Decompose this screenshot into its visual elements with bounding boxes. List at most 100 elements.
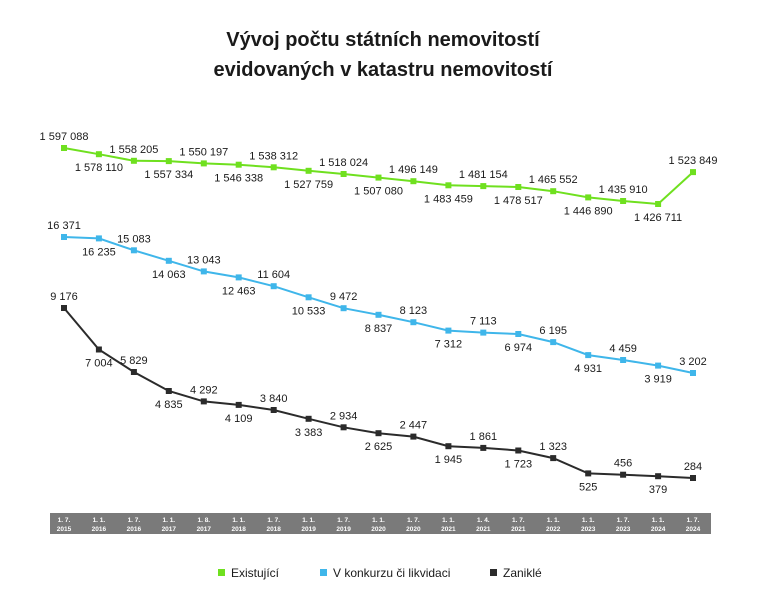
series-2-data-label: 525 [579,481,597,493]
series-1-data-label: 12 463 [222,285,256,297]
series-0-point [61,145,67,151]
series-1-data-label: 3 202 [679,356,707,368]
series-2-point [305,415,312,422]
series-2-data-label: 9 176 [50,291,78,303]
x-tick-label-year: 2020 [371,526,386,533]
series-2-point [130,369,137,375]
series-1-point [445,327,452,334]
series-1-data-label: 10 533 [292,305,326,317]
series-2-point [515,447,522,454]
series-0-point [480,183,487,190]
x-tick-label-year: 2019 [301,526,316,533]
series-0-data-label: 1 538 312 [249,150,298,162]
series-1-data-label: 4 931 [574,363,602,375]
series-0-point [585,194,592,201]
series-0-data-label: 1 481 154 [459,169,508,181]
series-2-data-label: 7 004 [85,358,113,370]
series-2-data-label: 2 934 [330,410,358,422]
series-2-point [375,430,382,437]
series-2-data-label: 284 [684,461,702,473]
x-tick-label-date: 1. 7. [58,517,71,524]
series-2-point [95,346,102,353]
series-2-point [410,433,417,440]
series-1-point [235,274,242,281]
series-1-point [270,283,277,290]
series-0-data-label: 1 578 110 [75,162,123,174]
series-2-data-label: 1 323 [539,441,567,453]
series-0-data-label: 1 597 088 [40,131,89,143]
x-tick-label-year: 2023 [581,526,596,533]
x-tick-label-year: 2018 [266,526,281,533]
series-0-data-label: 1 527 759 [284,179,333,191]
series-0-data-label: 1 558 205 [109,144,158,156]
x-tick-label-date: 1. 1. [547,517,560,524]
legend-label: Existující [231,566,280,580]
x-axis-bar [50,513,711,534]
x-tick-label-year: 2016 [127,526,142,533]
series-0-data-label: 1 465 552 [529,174,578,186]
x-tick-label-year: 2017 [162,526,177,533]
series-1-point [480,329,487,336]
series-0-data-label: 1 518 024 [319,157,368,169]
series-0-data-label: 1 496 149 [389,164,438,176]
series-0: 1 597 088 1 578 110 1 558 205 1 557 334 1 55… [40,131,718,224]
series-0-point [620,198,627,204]
series-2-point [445,443,452,450]
x-tick-label-date: 1. 7. [512,517,525,524]
series-1-point [61,234,67,240]
x-tick-label-date: 1. 7. [407,517,420,524]
series-1-data-label: 4 459 [609,343,637,355]
x-tick-label-year: 2020 [406,526,421,533]
x-tick-label-year: 2024 [686,526,701,533]
series-1-point [130,247,137,254]
series-1-point [375,311,382,318]
x-tick-label-date: 1. 1. [442,517,455,524]
series-0-point [515,184,522,190]
series-2-point [340,424,347,431]
x-tick-label-date: 1. 1. [372,517,385,524]
x-tick-label-date: 1. 1. [302,517,315,524]
series-1-data-label: 6 195 [539,325,567,337]
series-0-data-label: 1 546 338 [214,173,263,185]
legend-swatch [490,569,497,576]
x-tick-label-date: 1. 7. [267,517,280,524]
chart-title: Vývoj počtu státních nemovitostí evidova… [213,29,553,81]
x-tick-label-date: 1. 7. [617,517,630,524]
x-axis: 1. 7. 2015 1. 1. 2016 1. 7. 2016 1. 1. 2017 1. 8… [50,513,711,534]
series-0-data-label: 1 523 849 [669,155,718,167]
series-1-line [63,236,694,374]
series-2-data-label: 4 835 [155,399,183,411]
x-tick-label-date: 1. 1. [652,517,665,524]
series-1-data-label: 11 604 [257,269,290,281]
legend-label: V konkurzu či likvidaci [333,566,450,580]
x-tick-label-year: 2015 [57,526,72,533]
x-tick-label-year: 2016 [92,526,107,533]
series-1-point [585,352,592,359]
series-0-point [445,182,452,189]
series-2-data-label: 379 [649,484,667,496]
legend-item-2: Zaniklé [490,566,542,580]
x-tick-label-year: 2021 [476,526,491,533]
series-1-data-label: 9 472 [330,291,358,303]
x-tick-label-year: 2017 [197,526,212,533]
series-0-point [165,158,172,165]
series-1-point [515,331,522,337]
x-tick-label-date: 1. 4. [477,517,490,524]
series-2-data-label: 4 109 [225,413,253,425]
chart-title-line-1: Vývoj počtu státních nemovitostí [226,29,541,51]
legend-swatch [320,569,327,576]
x-tick-label-year: 2024 [651,526,666,533]
series-0-data-label: 1 507 080 [354,186,403,198]
legend-swatch [218,569,225,576]
x-tick-label-year: 2019 [336,526,351,533]
series-2-point [61,305,67,311]
series-1-data-label: 7 113 [470,316,497,328]
series-1-point [200,268,207,275]
series-0-point [235,161,242,168]
series-1-data-label: 6 974 [505,342,533,354]
series-2-point [690,475,696,481]
series-0-point [655,201,662,207]
x-tick-label-date: 1. 8. [197,517,210,524]
series-0-data-label: 1 483 459 [424,193,473,205]
